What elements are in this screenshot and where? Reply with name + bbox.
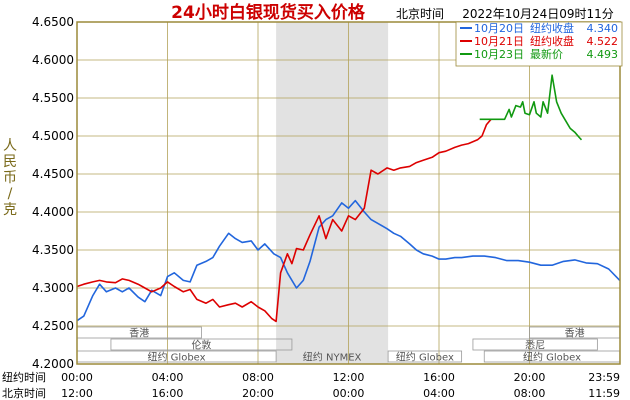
x-tick-label-beijing: 11:59 (588, 387, 620, 400)
y-axis-label-char: 币 (3, 170, 17, 186)
legend-desc: 最新价 (530, 47, 563, 61)
series-line (479, 74, 583, 141)
x-axis: 00:00 04:00 08:00 12:00 16:00 20:00 23:59 12:00… (61, 371, 620, 400)
y-tick-label: 4.4000 (32, 205, 74, 219)
market-session-label: 纽约 Globex (148, 351, 206, 364)
y-tick-label: 4.3000 (32, 281, 74, 295)
market-session-bar (472, 338, 598, 351)
market-session-label: 香港 (565, 328, 585, 340)
y-tick-label: 4.5000 (32, 129, 74, 143)
x-tick-label-newyork: 04:00 (152, 371, 184, 384)
x-tick-label-beijing: 00:00 (333, 387, 365, 400)
time-zone-label: 北京时间 (396, 7, 444, 21)
market-session-bar (387, 350, 463, 363)
y-tick-label: 4.6000 (32, 53, 74, 67)
x-tick-label-beijing: 20:00 (242, 387, 274, 400)
nymex-session-label: 纽约 NYMEX (303, 351, 362, 364)
y-axis: 4.6500 4.6000 4.5500 4.5000 4.4500 4.4000 4.35… (32, 15, 74, 371)
series-line (76, 118, 492, 323)
x-tick-label-newyork: 16:00 (423, 371, 455, 384)
legend: 10月20日 纽约收盘 4.340 10月21日 纽约收盘 4.522 10月23日 最新价 4… (455, 21, 623, 67)
market-session-label: 纽约 Globex (523, 351, 581, 364)
legend-date: 10月21日 (474, 35, 524, 48)
market-session-label: 香港 (129, 328, 149, 340)
y-tick-label: 4.2500 (32, 319, 74, 333)
x-tick-label-beijing: 12:00 (61, 387, 93, 400)
legend-desc: 纽约收盘 (530, 21, 574, 35)
x-tick-label-newyork: 23:59 (588, 371, 620, 384)
market-session-bar (110, 338, 293, 351)
legend-value: 4.340 (587, 22, 619, 35)
legend-date: 10月23日 (474, 48, 524, 61)
price-series (76, 74, 621, 323)
market-session-label: 悉尼 (525, 340, 545, 352)
y-tick-label: 4.5500 (32, 91, 74, 105)
market-session-label: 伦敦 (191, 339, 211, 352)
legend-date: 10月20日 (474, 22, 524, 35)
x-row-label-newyork: 纽约时间 (2, 370, 46, 384)
legend-box (455, 21, 623, 67)
market-session-label: 纽约 Globex (396, 351, 454, 364)
x-tick-label-beijing: 16:00 (152, 387, 184, 400)
legend-value: 4.493 (587, 48, 619, 61)
x-row-label-beijing: 北京时间 (2, 386, 46, 400)
x-tick-label-newyork: 20:00 (514, 371, 546, 384)
x-tick-label-beijing: 08:00 (514, 387, 546, 400)
legend-value: 4.522 (587, 35, 619, 48)
y-tick-label: 4.4500 (32, 167, 74, 181)
y-axis-label-char: 民 (3, 154, 17, 170)
timestamp: 2022年10月24日09时11分 (462, 7, 614, 21)
legend-desc: 纽约收盘 (530, 34, 574, 48)
x-tick-label-newyork: 00:00 (61, 371, 93, 384)
y-axis-label-char: 人 (3, 138, 17, 154)
x-tick-label-newyork: 08:00 (242, 371, 274, 384)
nymex-session-shade (276, 22, 389, 364)
y-axis-label-char: / (8, 186, 13, 202)
series-line (76, 199, 621, 322)
y-tick-label: 4.6500 (32, 15, 74, 29)
plot-frame (76, 21, 621, 365)
y-axis-label-char: 克 (3, 202, 17, 218)
y-tick-label: 4.2000 (32, 357, 74, 371)
x-tick-label-beijing: 04:00 (423, 387, 455, 400)
y-axis-label: 人民币/克 (3, 138, 17, 218)
y-tick-label: 4.3500 (32, 243, 74, 257)
chart-title: 24小时白银现货买入价格 (171, 2, 366, 23)
x-tick-label-newyork: 12:00 (333, 371, 365, 384)
